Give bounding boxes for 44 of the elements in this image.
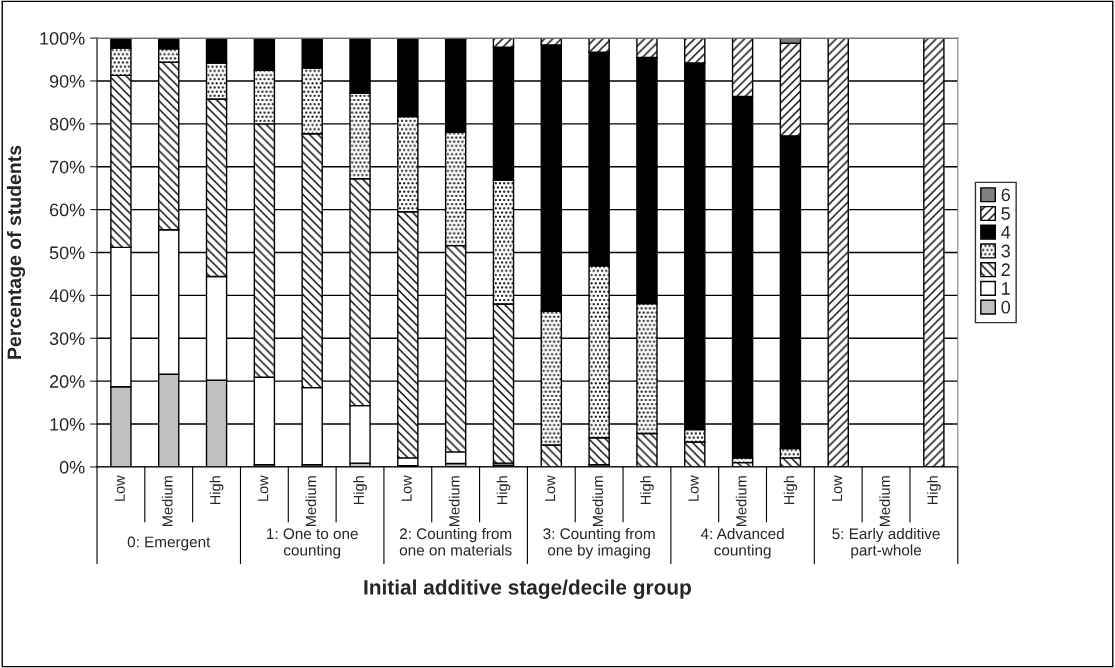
legend-label: 4 bbox=[1001, 226, 1011, 239]
y-tick-label: 70% bbox=[49, 160, 85, 174]
x-tick-label: Medium bbox=[735, 476, 747, 526]
legend-label: 1 bbox=[1002, 282, 1010, 295]
x-tick-label: Low bbox=[114, 475, 125, 501]
text: 0: Emergent bbox=[127, 536, 211, 551]
x-tick-label: Low bbox=[258, 475, 269, 501]
x-tick-label: Medium bbox=[305, 476, 317, 526]
y-axis-title: Percentage of students bbox=[6, 145, 26, 359]
y-tick-label: 20% bbox=[49, 375, 85, 388]
y-tick-label: 90% bbox=[49, 74, 85, 88]
y-tick-label: 60% bbox=[49, 203, 85, 217]
x-tick-label: High bbox=[353, 476, 367, 505]
y-tick-label: 100% bbox=[40, 32, 85, 45]
x-tick-label: Medium bbox=[448, 476, 460, 526]
legend-label: 3 bbox=[1001, 244, 1010, 258]
y-tick-label: 80% bbox=[49, 117, 85, 131]
x-tick-label: Low bbox=[545, 475, 556, 501]
x-tick-label: Medium bbox=[161, 476, 173, 526]
text: 2: Counting from one on materials bbox=[399, 527, 512, 556]
x-tick-label: High bbox=[783, 476, 798, 505]
legend-label: 2 bbox=[1001, 263, 1010, 276]
x-tick-label: Low bbox=[401, 475, 412, 501]
y-tick-label: 30% bbox=[49, 332, 85, 345]
y-tick-label: 50% bbox=[49, 246, 85, 260]
x-tick-label: High bbox=[640, 476, 654, 505]
x-tick-label: High bbox=[927, 476, 941, 505]
text: 1: One to one counting bbox=[267, 528, 358, 559]
x-tick-label: Low bbox=[688, 475, 699, 501]
legend-label: 5 bbox=[1001, 207, 1010, 220]
x-tick-label: Medium bbox=[592, 476, 604, 526]
text: 4: Advanced counting bbox=[700, 527, 784, 559]
x-tick-label: Low bbox=[831, 475, 843, 501]
y-tick-label: 0% bbox=[59, 460, 85, 474]
legend-label: 0 bbox=[1001, 300, 1011, 314]
x-axis-title: Initial additive stage/decile group bbox=[364, 579, 691, 599]
legend-label: 6 bbox=[1001, 188, 1010, 202]
x-tick-label: Medium bbox=[879, 476, 890, 526]
x-tick-label: High bbox=[209, 476, 224, 505]
text: 5: Early additive part-whole bbox=[832, 527, 940, 559]
x-tick-label: High bbox=[496, 476, 511, 505]
y-tick-label: 10% bbox=[50, 417, 85, 431]
y-tick-label: 40% bbox=[49, 289, 85, 303]
text: 3: Counting from one by imaging bbox=[543, 527, 655, 559]
